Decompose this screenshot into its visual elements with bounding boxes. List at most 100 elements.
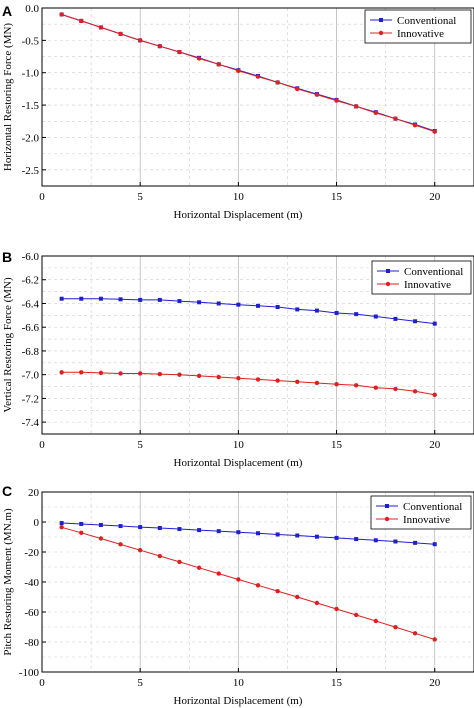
legend-box <box>371 260 472 295</box>
data-point-innovative <box>79 370 84 375</box>
series-line-conventional <box>61 522 435 545</box>
data-point-innovative <box>314 380 320 386</box>
data-point-innovative <box>236 376 241 381</box>
data-point-innovative <box>177 49 182 55</box>
y-tick-label: -2.5 <box>22 165 40 177</box>
data-point-conventional <box>314 534 319 539</box>
data-point-conventional <box>79 521 84 526</box>
data-point-conventional <box>413 540 418 545</box>
x-tick-label: 20 <box>429 439 441 451</box>
series-line-innovative <box>61 371 435 396</box>
legend-marker <box>385 504 389 508</box>
panel-b: B 0 5 10 15 20 -6.0 -6.2 -6.4 -6.6 -6.8 -7.0 -7.2 -7.… <box>2 249 474 469</box>
y-tick-label: 0 <box>34 517 40 529</box>
data-point-conventional <box>197 528 202 533</box>
data-point-innovative <box>275 80 280 85</box>
data-point-conventional <box>393 316 398 321</box>
data-point-innovative <box>196 373 202 379</box>
data-point-conventional <box>373 314 378 319</box>
data-point-innovative <box>59 370 64 375</box>
data-point-innovative <box>177 559 182 565</box>
data-point-conventional <box>256 303 260 308</box>
data-point-conventional <box>157 526 162 530</box>
data-point-conventional <box>275 305 280 310</box>
x-tick-label: 0 <box>39 439 45 451</box>
data-point-innovative <box>157 553 163 559</box>
data-point-innovative <box>118 371 123 376</box>
data-point-innovative <box>334 381 339 387</box>
legend-label: Innovative <box>403 514 450 526</box>
data-point-innovative <box>353 104 359 109</box>
data-point-conventional <box>118 524 123 529</box>
data-point-conventional <box>138 525 143 530</box>
data-point-innovative <box>236 577 241 582</box>
y-tick-label: -80 <box>24 637 39 649</box>
x-tick-label: 5 <box>137 191 143 203</box>
data-point-innovative <box>295 379 300 384</box>
data-point-innovative <box>275 588 280 594</box>
data-point-innovative <box>177 372 182 377</box>
data-point-innovative <box>137 548 143 553</box>
data-point-conventional <box>79 296 84 301</box>
x-tick-label: 10 <box>233 677 245 689</box>
y-tick-label: -0.5 <box>22 35 40 47</box>
x-tick-label: 15 <box>331 677 343 689</box>
data-point-conventional <box>177 299 182 304</box>
data-point-conventional <box>59 521 64 526</box>
data-point-innovative <box>137 371 143 376</box>
y-tick-label: 20 <box>28 487 40 499</box>
data-point-innovative <box>216 374 221 380</box>
x-axis-label: Horizontal Displacement (m) <box>174 209 303 221</box>
data-point-innovative <box>373 618 379 624</box>
panel-letter: C <box>2 483 12 499</box>
data-point-innovative <box>432 129 437 134</box>
x-axis-label: Horizontal Displacement (m) <box>174 695 303 707</box>
x-tick-label: 10 <box>233 191 245 203</box>
data-point-conventional <box>354 537 359 542</box>
legend-box <box>370 495 472 530</box>
x-axis-label: Horizontal Displacement (m) <box>174 457 303 469</box>
data-point-innovative <box>59 12 64 17</box>
data-point-innovative <box>412 389 418 394</box>
data-point-innovative <box>196 56 202 61</box>
data-point-innovative <box>98 370 104 376</box>
y-tick-label: 0.0 <box>25 3 39 15</box>
data-point-conventional <box>256 531 260 536</box>
data-point-conventional <box>118 297 123 302</box>
y-tick-label: -6.0 <box>22 251 40 263</box>
data-point-conventional <box>413 319 418 324</box>
data-point-conventional <box>295 307 300 312</box>
data-point-innovative <box>314 92 320 97</box>
y-tick-label: -7.2 <box>22 393 39 405</box>
legend-marker <box>385 281 391 287</box>
x-tick-label: 0 <box>39 677 45 689</box>
data-point-conventional <box>334 535 339 540</box>
y-tick-label: -1.5 <box>22 100 40 112</box>
data-point-innovative <box>79 530 84 535</box>
data-point-innovative <box>216 571 221 576</box>
x-tick-label: 5 <box>137 439 143 451</box>
data-point-conventional <box>432 542 437 547</box>
data-point-conventional <box>236 302 241 307</box>
data-point-innovative <box>412 631 418 636</box>
data-point-innovative <box>157 43 163 49</box>
data-point-conventional <box>98 296 103 301</box>
data-point-innovative <box>353 612 359 618</box>
legend-label: Conventional <box>403 501 462 513</box>
data-point-conventional <box>216 529 221 534</box>
series-line-innovative <box>61 526 435 640</box>
y-tick-label: -6.2 <box>22 275 39 287</box>
y-tick-label: -7.0 <box>22 370 40 382</box>
data-point-conventional <box>236 530 241 535</box>
y-axis-label: Vertical Restoring Force (MN) <box>2 277 14 413</box>
data-point-innovative <box>373 385 379 390</box>
data-point-conventional <box>275 532 280 537</box>
legend-label: Conventional <box>397 15 456 27</box>
data-point-innovative <box>295 594 300 600</box>
plot-frame <box>41 255 474 435</box>
data-point-conventional <box>157 297 162 302</box>
data-point-innovative <box>255 377 261 382</box>
data-point-conventional <box>314 308 319 313</box>
plot-frame <box>41 7 474 187</box>
